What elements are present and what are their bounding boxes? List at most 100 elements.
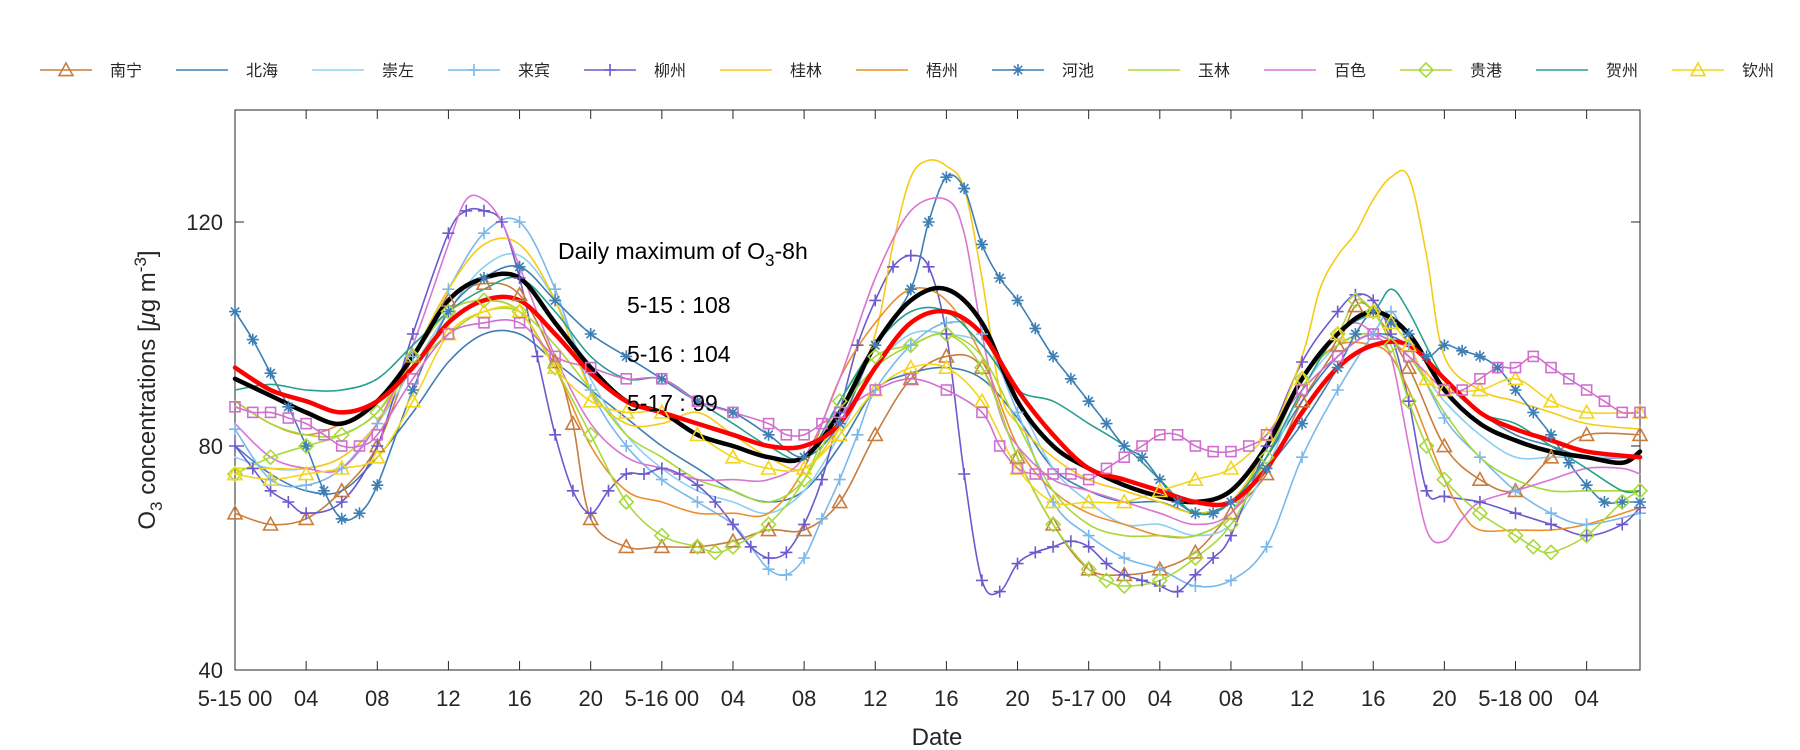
series-marker-4 [1047,540,1060,553]
series-marker-0 [1044,515,1062,531]
series-marker-10 [475,292,493,309]
x-tick-label: 5-17 00 [1051,686,1126,711]
series-marker-7 [513,260,526,273]
series-marker-13 [1563,372,1575,385]
series-marker-13 [1082,473,1095,486]
series-marker-3 [620,440,633,452]
series-marker-12 [831,426,849,442]
legend: 南宁北海崇左来宾柳州桂林梧州河池玉林百色贵港贺州钦州防城港 [40,61,1774,80]
series-marker-7 [1598,496,1611,508]
series-marker-12 [297,465,315,481]
series-marker-12 [1329,325,1347,341]
x-tick-label: 04 [1148,686,1172,711]
series-marker-10 [511,303,528,320]
series-marker-4 [851,339,864,352]
series-marker-4 [477,204,490,217]
series-marker-4 [406,328,419,340]
series-marker-12 [760,459,777,475]
series-marker-13 [318,428,330,441]
series-marker-7 [246,333,259,346]
legend-label: 北海 [246,62,278,80]
series-marker-10 [831,393,848,410]
series-marker-7 [655,372,668,385]
series-marker-0 [653,538,671,554]
series-marker-4 [691,479,704,492]
series-marker-4 [1402,395,1415,408]
y-axis-title-end: ] [134,250,161,257]
series-marker-3 [975,328,988,340]
series-marker-13 [246,406,259,419]
series-marker-10 [369,404,386,421]
series-marker-3 [691,496,704,508]
series-marker-10 [1258,449,1275,466]
x-tick-label: 12 [863,686,887,711]
series-marker-13 [1331,350,1344,363]
series-marker-3 [477,227,490,240]
series-marker-12 [1115,493,1133,509]
series-marker-13 [1065,468,1077,480]
legend-marker [468,64,480,76]
series-marker-4 [655,462,668,475]
series-marker-0 [1222,504,1240,520]
series-marker-12 [653,403,671,419]
annotation-box: Daily maximum of O3-8h 5-15 : 108 5-16 :… [558,238,808,416]
series-marker-12 [404,392,422,408]
series-marker-13 [993,440,1006,452]
series-marker-10 [1382,337,1400,354]
series-marker-10 [1009,449,1026,466]
series-marker-13 [1189,440,1202,452]
series-marker-4 [1580,529,1593,542]
series-marker-10 [1578,527,1595,544]
series-marker-0 [1542,448,1560,464]
legend-marker [1689,61,1707,77]
x-tick-label: 5-18 00 [1478,686,1553,711]
markers-layer [226,171,1649,598]
legend-label: 崇左 [382,62,414,80]
series-marker-4 [1207,552,1220,564]
series-marker-4 [1082,540,1095,553]
y-axis-title-sup: -3 [131,257,150,272]
series-marker-3 [1011,406,1024,419]
series-marker-7 [1349,328,1362,340]
series-marker-13 [1136,440,1148,452]
series-marker-3 [442,283,455,296]
series-marker-7 [1385,316,1398,329]
series-marker-7 [620,350,633,363]
series-marker-13 [1118,451,1131,464]
legend-marker [1417,61,1435,79]
legend-label: 梧州 [926,62,958,80]
series-marker-4 [1136,574,1149,587]
series-marker-7 [1207,507,1220,520]
series-marker-0 [866,426,884,442]
series-marker-10 [689,538,706,555]
series-marker-13 [1029,468,1042,480]
series-marker-13 [727,406,739,419]
series-marker-4 [993,585,1006,598]
legend-marker [604,64,616,76]
series-marker-3 [406,350,419,363]
x-tick-label: 5-15 00 [198,686,273,711]
series-marker-7 [353,507,366,520]
series-marker-4 [904,249,917,262]
series-marker-7 [1473,350,1486,363]
series-marker-12 [368,448,386,464]
series-marker-7 [406,384,419,396]
series-marker-10 [1222,516,1240,533]
series-marker-0 [1578,426,1596,442]
series-marker-3 [1367,328,1380,340]
series-marker-10 [1151,572,1168,589]
series-marker-7 [762,428,775,441]
series-marker-7 [940,171,953,184]
series-marker-10 [618,493,635,511]
x-tick-label: 16 [507,686,531,711]
series-marker-7 [1402,328,1415,340]
series-marker-0 [226,504,244,520]
series-marker-7 [1456,344,1469,357]
legend-label: 来宾 [518,62,550,80]
series-marker-7 [1296,417,1309,430]
series-layer [232,159,1643,596]
series-marker-7 [691,395,704,408]
series-marker-4 [744,540,757,553]
series-marker-7 [282,400,295,413]
series-marker-13 [1171,428,1184,441]
